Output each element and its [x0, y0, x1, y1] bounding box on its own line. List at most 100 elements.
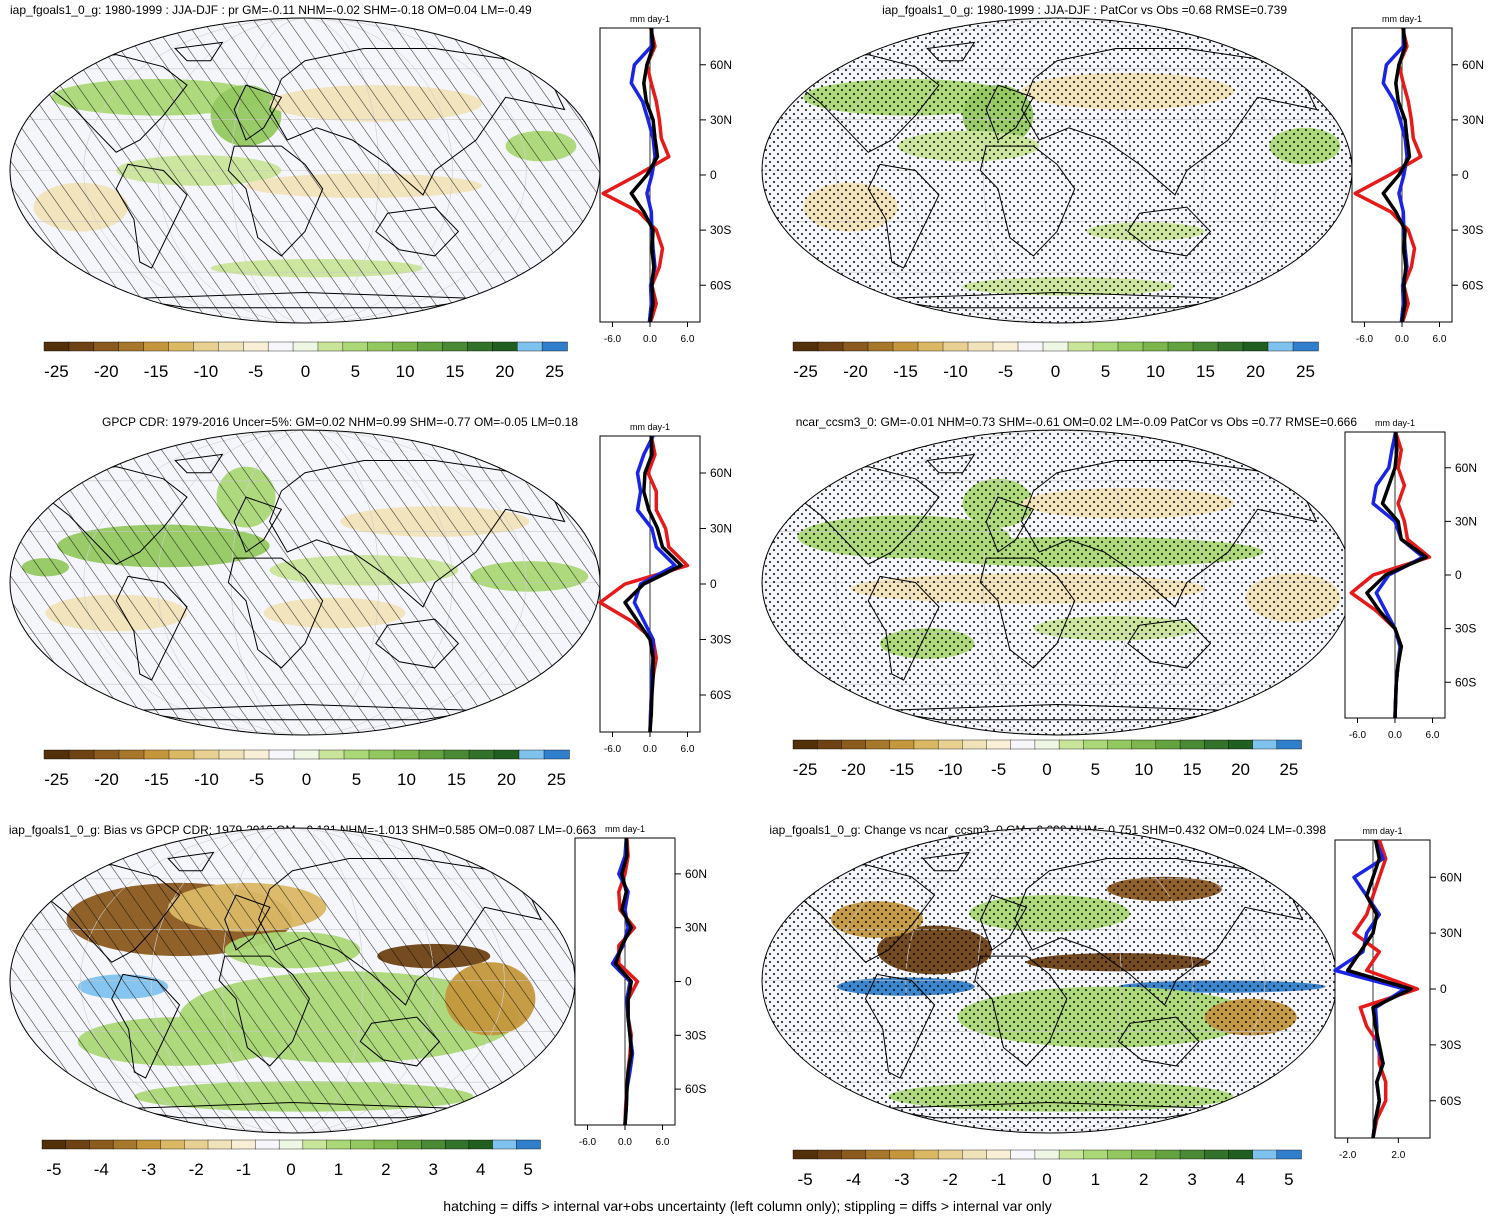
- colorbar-swatch: [118, 341, 145, 352]
- colorbar-tick-label: -5: [991, 760, 1006, 779]
- ytick-label: 30S: [1440, 1038, 1461, 1052]
- colorbar-swatch: [278, 1139, 304, 1150]
- ytick-label: 60S: [1440, 1094, 1461, 1108]
- xtick-label: 6.0: [656, 1137, 670, 1148]
- colorbar-swatch: [1276, 1149, 1302, 1160]
- colorbar-tick-label: -3: [894, 1170, 909, 1189]
- colorbar-swatch: [516, 341, 543, 352]
- colorbar-swatch: [318, 749, 345, 760]
- colorbar-tick-label: -5: [798, 1170, 813, 1189]
- colorbar-tick-label: -2: [189, 1160, 204, 1179]
- ytick-label: 60N: [1462, 58, 1484, 72]
- colorbar-tick-label: -1: [991, 1170, 1006, 1189]
- colorbar-swatch: [1204, 1149, 1230, 1160]
- zonal-line-black: [1345, 839, 1413, 1139]
- colorbar-swatch: [1034, 1149, 1060, 1160]
- colorbar-tick-label: -5: [998, 362, 1013, 381]
- colorbar-swatch: [293, 749, 320, 760]
- colorbar-tick-label: 0: [1051, 362, 1060, 381]
- colorbar-swatch: [168, 341, 195, 352]
- xtick-label: 0.0: [643, 334, 657, 345]
- ytick-label: 60S: [685, 1082, 706, 1096]
- colorbar-swatch: [143, 341, 170, 352]
- colorbar-tick-label: 5: [1101, 362, 1110, 381]
- colorbar-swatch: [193, 749, 220, 760]
- panel-title: ncar_ccsm3_0: GM=-0.01 NHM=0.73 SHM=-0.6…: [796, 415, 1358, 429]
- ytick-label: 60N: [710, 58, 732, 72]
- xtick-label: 0.0: [1388, 730, 1402, 741]
- colorbar-swatch: [1042, 341, 1069, 352]
- xtick-label: 6.0: [681, 744, 695, 755]
- colorbar-swatch: [1179, 739, 1205, 750]
- colorbar-tick-label: -20: [94, 770, 119, 789]
- colorbar-tick-label: 0: [1042, 1170, 1051, 1189]
- colorbar-swatch: [841, 1149, 867, 1160]
- zonal-line-red: [1352, 839, 1420, 1139]
- zonal-profile: mm day-1 60N 30N 0 30S 60S -6.0 0.0 6.0: [598, 422, 732, 755]
- xtick-label: 0.0: [618, 1137, 632, 1148]
- colorbar-swatch: [1155, 739, 1181, 750]
- colorbar-tick-label: -20: [94, 362, 119, 381]
- ytick-label: 60S: [710, 278, 731, 292]
- colorbar-swatch: [207, 1139, 233, 1150]
- colorbar-swatch: [1204, 739, 1230, 750]
- panel-4: ncar_ccsm3_0: GM=-0.01 NHM=0.73 SHM=-0.6…: [761, 415, 1477, 779]
- zonal-profile: mm day-1 60N 30N 0 30S 60S -6.0 0.0 6.0: [1344, 418, 1477, 741]
- colorbar-swatch: [43, 749, 70, 760]
- colorbar-swatch: [43, 341, 70, 352]
- colorbar-tick-label: -1: [236, 1160, 251, 1179]
- colorbar-swatch: [1034, 739, 1060, 750]
- ytick-label: 30S: [710, 633, 731, 647]
- colorbar-swatch: [992, 341, 1019, 352]
- panel-3: GPCP CDR: 1979-2016 Uncer=5%: GM=0.02 NH…: [9, 415, 732, 789]
- colorbar-tick-label: 0: [302, 770, 311, 789]
- colorbar-swatch: [1217, 341, 1244, 352]
- colorbar-swatch: [418, 749, 445, 760]
- map: [762, 430, 1352, 735]
- ytick-label: 30N: [1440, 926, 1462, 940]
- xtick-label: -2.0: [1339, 1150, 1357, 1161]
- xtick-label: 6.0: [1433, 334, 1447, 345]
- colorbar-tick-label: -20: [841, 760, 866, 779]
- colorbar-tick-label: 3: [1187, 1170, 1196, 1189]
- colorbar-swatch: [967, 341, 994, 352]
- colorbar-tick-label: 10: [1134, 760, 1153, 779]
- colorbar-swatch: [392, 341, 419, 352]
- ytick-label: 30N: [1455, 514, 1477, 528]
- xtick-label: -6.0: [604, 334, 622, 345]
- colorbar-tick-label: 4: [476, 1160, 485, 1179]
- colorbar-tick-label: 5: [523, 1160, 532, 1179]
- colorbar-swatch: [268, 749, 295, 760]
- colorbar-swatch: [118, 749, 145, 760]
- ytick-label: 30N: [710, 113, 732, 127]
- colorbar-swatch: [243, 749, 270, 760]
- ytick-label: 30S: [1462, 223, 1483, 237]
- colorbar-swatch: [937, 1149, 964, 1160]
- colorbar-swatch: [143, 749, 170, 760]
- colorbar-swatch: [1107, 739, 1133, 750]
- colorbar: -5 -4 -3 -2 -1 0 1 2 3 4 5: [41, 1139, 541, 1179]
- colorbar-swatch: [962, 739, 988, 750]
- colorbar-swatch: [1167, 341, 1194, 352]
- colorbar-swatch: [792, 341, 819, 352]
- colorbar-swatch: [1142, 341, 1169, 352]
- colorbar-tick-label: 5: [352, 770, 361, 789]
- colorbar-swatch: [1252, 1149, 1278, 1160]
- colorbar-swatch: [467, 341, 493, 352]
- ytick-label: 30N: [710, 522, 732, 536]
- xtick-label: -6.0: [1356, 334, 1374, 345]
- ytick-label: 60S: [1455, 675, 1476, 689]
- colorbar-swatch: [1252, 739, 1278, 750]
- colorbar-tick-label: -2: [943, 1170, 958, 1189]
- colorbar-swatch: [1276, 739, 1302, 750]
- ytick-label: 60S: [710, 688, 731, 702]
- ytick-label: 0: [710, 577, 717, 591]
- zonal-profile: mm day-1 60N 30N 0 30S 60S -6.0 0.0 6.0: [599, 14, 732, 345]
- zonal-profile: mm day-1 60N 30N 0 30S 60S -6.0 0.0 6.0: [574, 824, 707, 1148]
- colorbar-swatch: [368, 749, 395, 760]
- colorbar-swatch: [442, 341, 469, 352]
- colorbar-swatch: [1131, 739, 1157, 750]
- panel-title: GPCP CDR: 1979-2016 Uncer=5%: GM=0.02 NH…: [102, 415, 578, 429]
- zonal-line-black: [1365, 431, 1429, 719]
